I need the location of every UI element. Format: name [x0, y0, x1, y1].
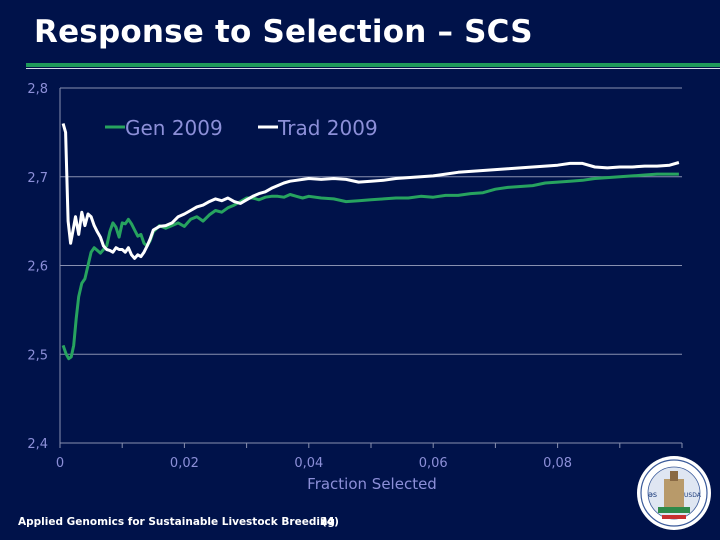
seal-text-left: ǝs — [648, 490, 657, 499]
gen-2009-line — [61, 172, 679, 361]
title-rule-green — [26, 63, 720, 67]
x-tick-label: 0,06 — [419, 456, 448, 471]
y-tick-label: 2,7 — [27, 171, 48, 186]
page-number-overlap: 24 — [320, 516, 335, 528]
y-tick-label: 2,6 — [27, 260, 48, 275]
trad-2009-line — [61, 123, 680, 260]
x-axis-label: Fraction Selected — [307, 475, 437, 493]
x-tick-label: 0,02 — [170, 456, 199, 471]
page-number-value: (4) — [322, 516, 339, 528]
slide-title: Response to Selection – SCS — [34, 14, 533, 50]
y-tick-label: 2,4 — [27, 437, 48, 452]
x-tick-label: 0,08 — [543, 456, 572, 471]
x-tick-label: 0,04 — [294, 456, 323, 471]
university-seal-logo: ǝs USDA — [637, 456, 711, 530]
title-rule-white — [26, 68, 720, 69]
footer-text: Applied Genomics for Sustainable Livesto… — [18, 516, 335, 528]
legend-label: Trad 2009 — [277, 116, 378, 140]
y-tick-label: 2,8 — [27, 82, 48, 97]
x-tick-label: 0 — [56, 456, 64, 471]
seal-text-right: USDA — [684, 492, 702, 499]
y-tick-label: 2,5 — [27, 348, 48, 363]
legend-label: Gen 2009 — [125, 116, 223, 140]
